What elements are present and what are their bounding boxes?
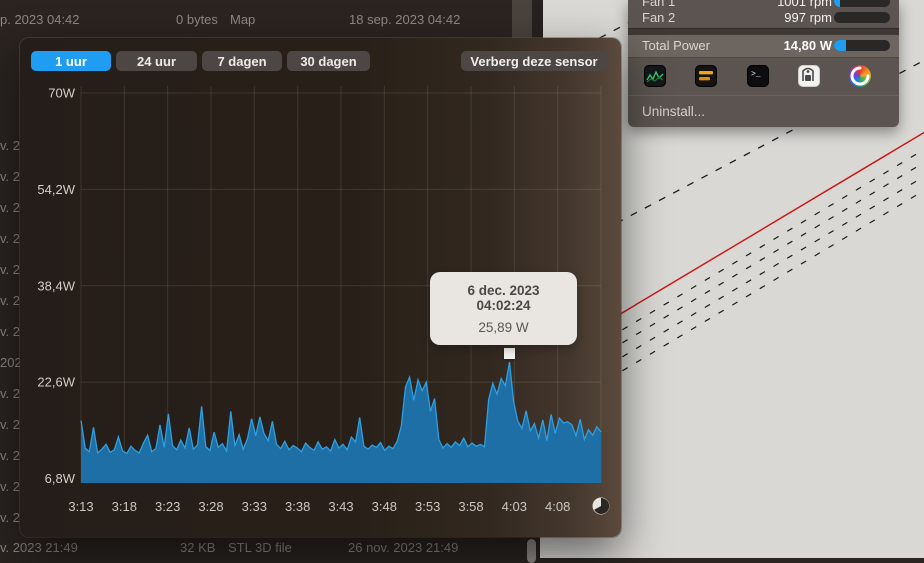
x-axis-tick-label: 3:28	[198, 499, 223, 514]
y-axis-tick-label: 38,4W	[37, 278, 75, 293]
power-line	[80, 361, 602, 455]
window-edge	[512, 0, 532, 38]
y-axis-tick-label: 70W	[48, 86, 75, 101]
range-button-30d[interactable]: 30 dagen	[287, 51, 370, 71]
finder-row-date-fragment: v. 20	[0, 417, 20, 432]
finder-row-date-fragment: v. 20	[0, 386, 20, 401]
power-area-fill	[81, 362, 601, 483]
file-size: 0 bytes	[176, 12, 218, 27]
range-button-24h[interactable]: 24 uur	[116, 51, 197, 71]
finder-date-column-fragments: v. 20 v. 20 v. 20 v. 20 v. 20 v. 20 v. 20 202 v.…	[0, 130, 20, 530]
x-axis-tick-label: 4:03	[502, 499, 527, 514]
fan2-value: 997 rpm	[784, 10, 832, 25]
file-date-added: 18 sep. 2023 04:42	[349, 12, 461, 27]
x-axis-tick-label: 3:53	[415, 499, 440, 514]
uninstall-menu-item[interactable]: Uninstall...	[628, 95, 899, 127]
sensor-menu-panel: Fan 1 1001 rpm Fan 2 997 rpm Total Power…	[628, 0, 899, 127]
file-kind: Map	[230, 12, 256, 27]
svg-text:>_: >_	[751, 70, 761, 79]
cad-dashed-line	[540, 148, 924, 380]
tooltip-time: 04:02:24	[476, 298, 531, 313]
finder-row-date-fragment: v. 20	[0, 262, 20, 277]
file-date-added: 26 nov. 2023 21:49	[348, 540, 459, 555]
fan1-row[interactable]: Fan 1 1001 rpm	[628, 0, 899, 10]
finder-row-date-fragment: v. 20	[0, 448, 20, 463]
uninstall-label: Uninstall...	[642, 104, 706, 119]
y-axis-tick-label: 6,8W	[45, 471, 76, 486]
x-axis-tick-label: 3:58	[458, 499, 483, 514]
finder-row-date-fragment: v. 20	[0, 231, 20, 246]
file-date-modified: p. 2023 04:42	[0, 12, 80, 27]
finder-row-date-fragment: v. 20	[0, 324, 20, 339]
finder-row-date-fragment: v. 20	[0, 510, 20, 525]
terminal-icon[interactable]: >_	[747, 65, 769, 87]
printer-icon[interactable]	[798, 65, 820, 87]
file-kind: STL 3D file	[228, 540, 292, 555]
hide-sensor-button[interactable]: Verberg deze sensor	[461, 51, 607, 71]
fan1-label: Fan 1	[642, 0, 676, 9]
total-power-value: 14,80 W	[783, 38, 832, 53]
x-axis-tick-label: 3:38	[285, 499, 310, 514]
file-date-modified: v. 2023 21:49	[0, 540, 78, 555]
tooltip-value: 25,89 W	[478, 320, 529, 335]
range-button-1h[interactable]: 1 uur	[31, 51, 111, 71]
x-axis-tick-label: 3:18	[112, 499, 137, 514]
y-axis-tick-label: 54,2W	[37, 182, 75, 197]
cad-dashed-line	[540, 175, 924, 407]
x-axis-tick-label: 3:13	[68, 499, 93, 514]
fan1-value: 1001 rpm	[777, 0, 832, 9]
x-axis-tick-label: 4:08	[545, 499, 570, 514]
power-chart[interactable]: 70W 54,2W 38,4W 22,6W 6,8W 3:13 3:18 3:23 3:28 3:…	[20, 38, 621, 537]
x-axis-tick-label: 3:23	[155, 499, 180, 514]
finder-row-date-fragment: v. 20	[0, 293, 20, 308]
power-widget-icon[interactable]	[695, 65, 717, 87]
fan1-bar	[834, 0, 890, 7]
x-axis-tick-label: 3:33	[242, 499, 267, 514]
x-axis-tick-label: 3:48	[372, 499, 397, 514]
range-button-7d[interactable]: 7 dagen	[202, 51, 282, 71]
x-axis-tick-label: 3:43	[328, 499, 353, 514]
finder-row-date-fragment: v. 20	[0, 200, 20, 215]
finder-row-date-fragment: v. 20	[0, 138, 20, 153]
color-wheel-icon[interactable]	[849, 65, 871, 87]
cad-dashed-line	[540, 189, 924, 421]
total-power-bar	[834, 40, 890, 51]
scrollbar-thumb[interactable]	[527, 539, 536, 563]
app-icons-row: >_	[628, 58, 899, 95]
file-size: 32 KB	[180, 540, 216, 555]
tooltip-date: 6 dec. 2023	[467, 283, 540, 298]
y-axis-tick-label: 22,6W	[37, 375, 75, 390]
activity-graph-icon[interactable]	[644, 65, 666, 87]
data-point-marker	[504, 348, 515, 359]
total-power-label: Total Power	[642, 38, 710, 53]
fan2-label: Fan 2	[642, 10, 676, 25]
finder-row-date-fragment: v. 20	[0, 169, 20, 184]
window-edge-shadow	[532, 0, 543, 38]
fan2-row[interactable]: Fan 2 997 rpm	[628, 9, 899, 26]
fan2-bar	[834, 12, 890, 23]
chart-tooltip: 6 dec. 2023 04:02:24 25,89 W	[430, 272, 577, 345]
sensor-chart-popup: 1 uur 24 uur 7 dagen 30 dagen Verberg de…	[20, 38, 621, 537]
finder-row-date-fragment: v. 20	[0, 479, 20, 494]
clock-icon-hands	[594, 497, 610, 514]
finder-row-date-fragment: 202	[0, 355, 20, 370]
cad-dashed-line	[540, 161, 924, 393]
total-power-row[interactable]: Total Power 14,80 W	[628, 35, 899, 58]
